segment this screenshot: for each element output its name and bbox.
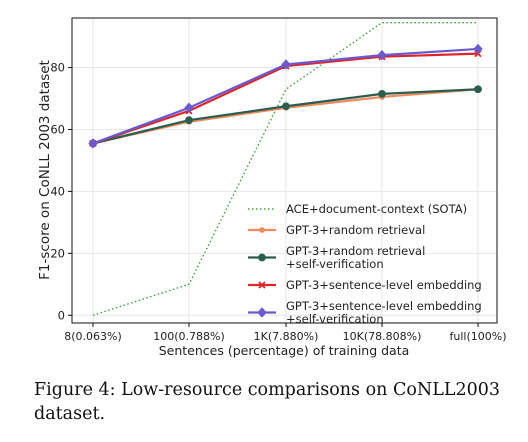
y-axis-ticks: 0 20 40 60 80	[50, 61, 72, 322]
data-point	[281, 59, 291, 70]
data-point	[258, 281, 266, 289]
data-point	[88, 138, 98, 149]
y-tick-label: 0	[58, 308, 65, 322]
y-axis-label: F1-score on CoNLL 2003 dataset	[37, 60, 53, 280]
line-chart: 0 20 40 60 80 8(0.063%) 100(0.788%) 1K(7.880%)…	[37, 17, 507, 358]
data-point	[257, 307, 267, 318]
legend-label: GPT-3+sentence-level embedding +self-veri…	[286, 299, 482, 326]
y-tick-label: 40	[50, 184, 65, 198]
data-point	[185, 116, 193, 125]
legend-label: GPT-3+random retrieval +self-verification	[286, 244, 425, 271]
series-group	[88, 21, 483, 316]
y-tick-label: 80	[50, 61, 65, 75]
x-axis-label: Sentences (percentage) of training data	[159, 343, 410, 358]
data-point	[258, 253, 266, 262]
y-tick-label: 60	[50, 122, 65, 136]
legend-label: GPT-3+random retrieval	[286, 223, 425, 237]
x-axis-ticks: 8(0.063%) 100(0.788%) 1K(7.880%) 10K(78.808…	[64, 323, 507, 343]
x-tick-label: 10K(78.808%)	[343, 330, 422, 343]
x-tick-label: 100(0.788%)	[153, 330, 225, 343]
legend-label: GPT-3+sentence-level embedding	[286, 278, 482, 292]
legend-label: ACE+document-context (SOTA)	[286, 202, 467, 216]
x-tick-label: full(100%)	[450, 330, 507, 343]
plot-frame	[71, 17, 498, 324]
figure-caption: Figure 4: Low-resource comparisons on Co…	[34, 380, 500, 424]
legend: ACE+document-context (SOTA) GPT-3+random …	[248, 202, 482, 326]
x-tick-label: 8(0.063%)	[64, 330, 122, 343]
data-point	[184, 102, 194, 114]
data-point	[282, 102, 290, 111]
data-point	[377, 49, 387, 61]
data-point	[474, 85, 482, 94]
series-line-group	[88, 43, 483, 149]
y-tick-label: 20	[50, 246, 65, 260]
data-point	[259, 227, 265, 233]
x-tick-label: 1K(7.880%)	[254, 330, 319, 343]
data-point	[378, 89, 386, 98]
data-point	[473, 43, 483, 55]
